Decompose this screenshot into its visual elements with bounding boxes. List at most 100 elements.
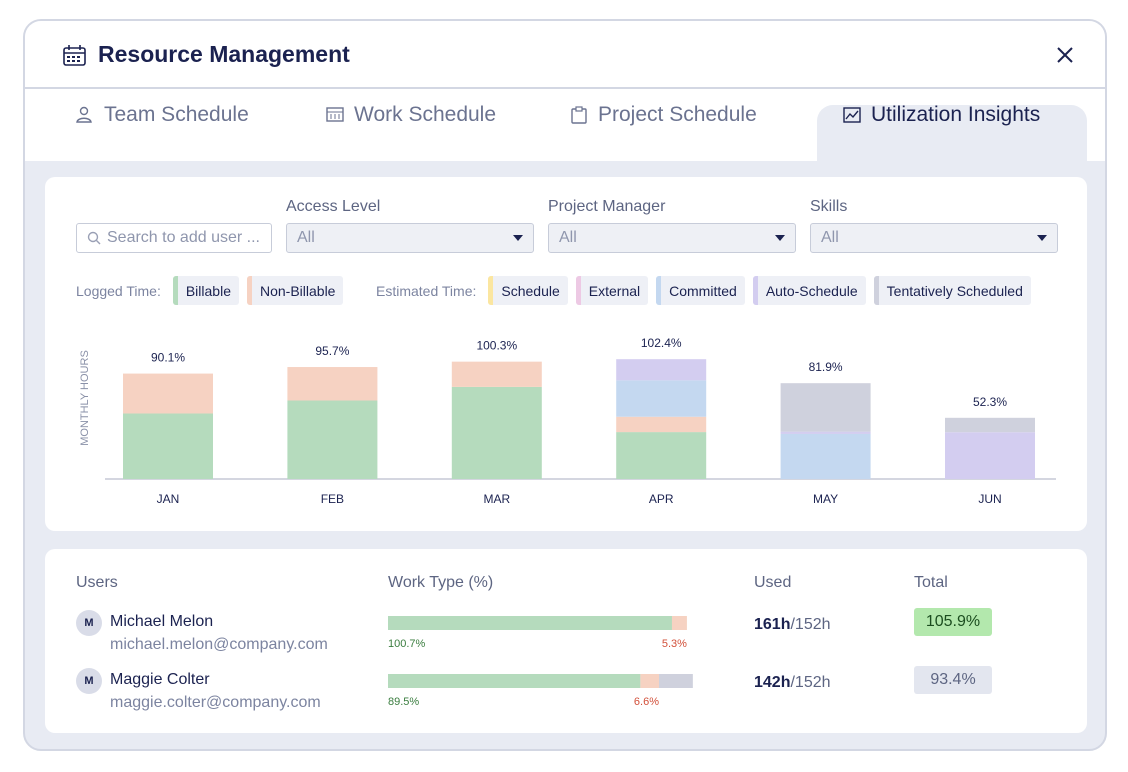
used-value: 142h [754,674,791,691]
dropdown[interactable]: All [548,223,796,253]
dropdown[interactable]: All [286,223,534,253]
legend-swatch [752,276,758,305]
avatar: M [76,610,102,636]
work-type-label: 100.7% [388,638,426,650]
dropdown-value: All [821,229,839,246]
filter-label: Skills [810,198,848,215]
search-icon [87,231,101,245]
dropdown-value: All [297,229,315,246]
work-type-segment [388,616,672,630]
legend-item: Committed [656,276,745,305]
capacity-value: /152h [790,616,831,633]
active-tab-bg [817,105,1087,165]
bar-segment [945,432,1035,479]
work-type-segment [388,674,641,688]
tab[interactable]: Project Schedule [570,100,757,130]
used-value: 161h [754,616,791,633]
x-tick-label: JUN [978,492,1001,506]
close-button[interactable] [1056,46,1074,64]
x-tick-label: MAR [483,492,510,506]
tab-label: Work Schedule [354,103,497,126]
chart: MONTHLY HOURS 90.1% JAN 95.7% FEB 100.3% MAR 10… [79,336,1056,506]
work-type-segment [671,616,687,630]
bar-total-label: 102.4% [641,336,682,350]
work-type-bar: 89.5% 6.6% [388,674,693,708]
total-label: 93.4% [930,671,976,688]
bar-segment [945,417,1035,433]
tab-icon [571,106,587,124]
legend-logged: Logged Time: Billable Non-Billable [76,276,344,305]
filter-label: Project Manager [548,198,666,215]
x-tick-label: JAN [157,492,180,506]
search-input[interactable]: Search to add user ... [76,223,272,253]
legend-label: External [588,282,641,299]
tab-label: Project Schedule [598,103,757,126]
calendar-icon [63,45,86,66]
bar-segment [287,367,378,401]
user-email: michael.melon@company.com [110,636,328,653]
table-card [45,549,1087,733]
tab-icon [76,106,92,123]
tab-icon [843,107,861,123]
bar-segment [780,431,871,434]
bar-segment [616,416,707,433]
filter-label: Access Level [286,198,381,215]
legend-group-label: Estimated Time: [376,282,477,299]
work-type-bar: 100.7% 5.3% [388,616,687,650]
bar-total-label: 52.3% [973,395,1007,409]
tab[interactable]: Team Schedule [76,100,249,130]
legend-label: Auto-Schedule [765,282,858,299]
legend-group-label: Logged Time: [76,282,161,299]
total-label: 105.9% [925,613,981,630]
column-header: Used [754,574,792,591]
dropdown-arrow [775,235,785,241]
work-type-label: 5.3% [662,638,687,650]
user-name: Maggie Colter [110,671,210,688]
dropdown-arrow [513,235,523,241]
x-tick-label: MAY [813,492,838,506]
legend-swatch [246,276,252,305]
bar-segment [123,413,213,479]
tab[interactable]: Utilization Insights [843,100,1040,130]
column-header: Users [76,574,118,591]
tab-label: Team Schedule [104,103,249,126]
avatar-initial: M [84,617,94,629]
bar-total-label: 81.9% [809,360,843,374]
x-tick-label: APR [649,492,674,506]
legend-label: Tentatively Scheduled [886,282,1023,299]
used-hours: 161h/152h [754,616,831,634]
tab-label: Utilization Insights [871,103,1041,126]
work-type-segment [659,674,693,688]
used-hours: 142h/152h [754,674,831,692]
legend-label: Schedule [501,282,560,299]
y-axis-label: MONTHLY HOURS [79,350,91,446]
search-placeholder: Search to add user ... [107,229,260,246]
x-tick-label: FEB [321,492,344,506]
legend-item: Schedule [488,276,568,305]
column-header: Total [914,574,948,591]
bar-segment [616,380,707,417]
dropdown[interactable]: All [810,223,1058,253]
bar-segment [287,400,378,479]
legend-label: Non-Billable [259,282,336,299]
bar-segment [616,432,707,479]
work-type-label: 6.6% [634,696,659,708]
bar-total-label: 95.7% [315,344,349,358]
bar-total-label: 90.1% [151,351,185,365]
work-type-label: 89.5% [388,696,419,708]
column-header: Work Type (%) [388,574,494,591]
legend-estimated: Estimated Time: Schedule External Committed… [376,276,1031,305]
legend-item: Tentatively Scheduled [873,276,1031,305]
bar-segment [780,383,871,432]
bar-segment [616,359,707,381]
legend-swatch [575,276,581,305]
tab[interactable]: Work Schedule [326,100,496,130]
legend-label: Committed [669,282,737,299]
dialog-title: Resource Management [98,41,350,67]
dropdown-arrow [1037,235,1047,241]
legend-swatch [873,276,879,305]
legend-item: Auto-Schedule [752,276,866,305]
bar-segment [451,361,542,387]
divider [25,87,1105,89]
bar-segment [451,386,542,479]
